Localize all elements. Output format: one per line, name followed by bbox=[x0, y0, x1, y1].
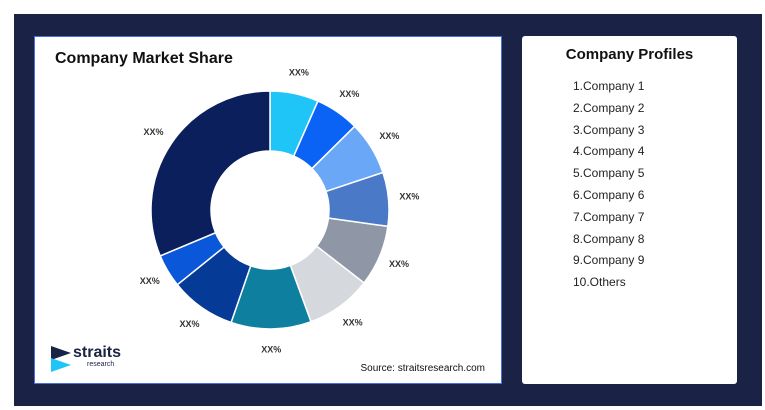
slice-value-label: XX% bbox=[389, 259, 409, 269]
slice-value-label: XX% bbox=[343, 317, 363, 327]
slice-value-label: XX% bbox=[179, 319, 199, 329]
slice-value-label: XX% bbox=[143, 127, 163, 137]
source-note: Source: straitsresearch.com bbox=[360, 363, 486, 374]
straits-logo-icon bbox=[51, 346, 71, 372]
profile-item: 9.Company 9 bbox=[573, 253, 645, 268]
profiles-list: 1.Company 1 2.Company 2 3.Company 3 4.Co… bbox=[573, 76, 644, 294]
chart-title: Company Market Share bbox=[55, 50, 233, 67]
profile-item: 7.Company 7 bbox=[573, 209, 645, 224]
slice-value-label: XX% bbox=[399, 192, 419, 202]
slice-value-label: XX% bbox=[379, 131, 399, 141]
market-share-card: Company Market Share XX% XX% XX% XX% XX% XX% X… bbox=[34, 36, 502, 384]
donut-chart: XX% XX% XX% XX% XX% XX% XX% XX% XX% XX% bbox=[140, 67, 420, 354]
profile-item: 10.Others bbox=[573, 275, 626, 290]
logo-subtext: research bbox=[87, 361, 115, 368]
profile-item: 6.Company 6 bbox=[573, 187, 645, 202]
logo-wordmark: straits bbox=[73, 344, 122, 361]
slice-value-label: XX% bbox=[261, 344, 281, 354]
profile-item: 8.Company 8 bbox=[573, 231, 645, 246]
donut-slice bbox=[150, 90, 271, 257]
profiles-title: Company Profiles bbox=[565, 46, 694, 63]
profile-item: 3.Company 3 bbox=[573, 122, 645, 137]
profile-item: 5.Company 5 bbox=[573, 166, 645, 181]
profile-item: 4.Company 4 bbox=[573, 144, 645, 159]
slice-value-label: XX% bbox=[289, 67, 309, 77]
straits-logo: straits research bbox=[51, 344, 121, 372]
profile-item: 2.Company 2 bbox=[573, 100, 645, 115]
profile-item: 1.Company 1 bbox=[573, 79, 645, 93]
slice-value-label: XX% bbox=[339, 89, 359, 99]
slice-value-label: XX% bbox=[140, 276, 160, 286]
company-profiles-card: Company Profiles 1.Company 1 2.Company 2… bbox=[522, 36, 737, 384]
